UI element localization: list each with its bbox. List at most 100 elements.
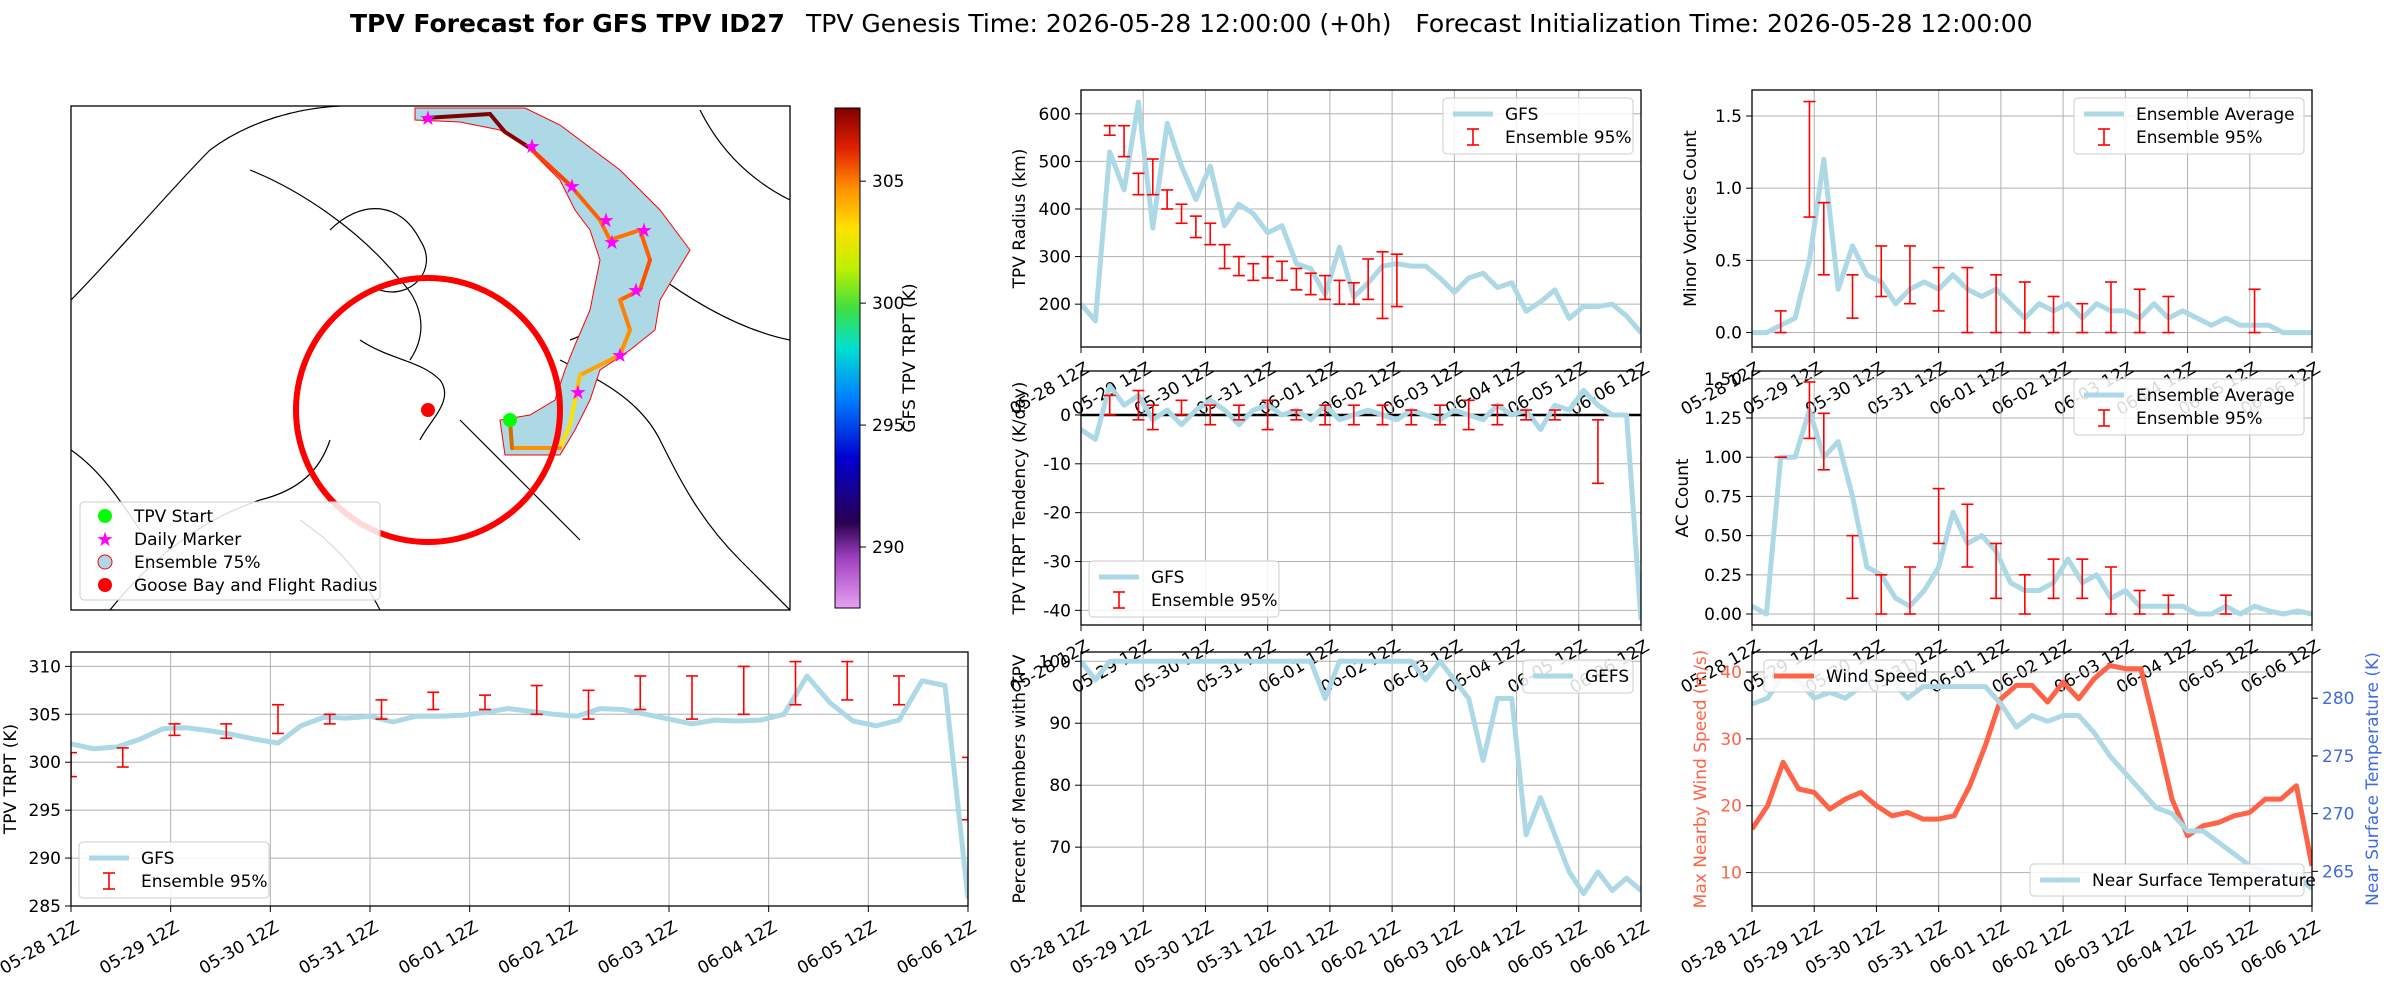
x-tick-label: 05-29 12Z <box>96 917 182 978</box>
y-axis-label: TPV TRPT (K) <box>1 724 21 835</box>
figure-title-rest: TPV Genesis Time: 2026-05-28 12:00:00 (+… <box>805 9 2033 38</box>
y-tick-label: 0.50 <box>1704 527 1742 547</box>
colorbar-tick-label: 295 <box>872 416 904 436</box>
axes-frame <box>1080 370 1642 626</box>
daily-marker-icon: ★ <box>627 278 645 302</box>
series-line <box>1752 662 2312 867</box>
panel-trpt: 05-28 12Z 05-29 12Z 05-30 12Z 05-31 12Z 06-0… <box>0 651 980 979</box>
track-segment <box>638 228 652 262</box>
y-axis-label: Minor Vortices Count <box>1681 130 1701 307</box>
legend-label: Ensemble 95% <box>1151 591 1278 611</box>
legend: Ensemble Average Ensemble 95% <box>2073 378 2305 436</box>
track-segment <box>423 112 492 120</box>
flight-radius-circle <box>293 275 563 545</box>
y-tick-label: 80 <box>1049 776 1071 796</box>
daily-marker-icon: ★ <box>635 218 653 242</box>
legend-frame <box>2073 378 2305 436</box>
series-line <box>1081 658 1641 897</box>
legend-label: Ensemble 95% <box>141 872 268 892</box>
map-frame <box>70 105 791 611</box>
series-line <box>1752 156 2312 336</box>
track-segment <box>618 298 632 332</box>
y-axis-label: TPV Radius (km) <box>1010 149 1030 290</box>
goose-bay-icon <box>98 578 112 592</box>
x-tick-label: 06-04 12Z <box>694 917 780 978</box>
track-segment <box>638 258 652 292</box>
y-tick-label: 0 <box>1060 406 1071 426</box>
y-tick-label: 1.00 <box>1704 448 1742 468</box>
track-segment <box>568 398 577 427</box>
track-segment <box>618 288 642 302</box>
y-tick-label-right: 265 <box>2322 862 2354 882</box>
track-segment <box>578 353 622 377</box>
goose-bay-icon <box>421 403 435 417</box>
coastline <box>71 106 341 301</box>
y-tick-label: 90 <box>1049 714 1071 734</box>
colorbar-tick-label: 305 <box>872 172 904 192</box>
y-tick-label: 1.50 <box>1704 370 1742 390</box>
legend-frame <box>1763 659 1917 693</box>
legend-label: GEFS <box>1585 667 1629 687</box>
y-tick-label: 0.00 <box>1704 605 1742 625</box>
legend: GFS Ensemble 95% <box>1442 97 1634 155</box>
track-segment <box>568 183 602 222</box>
axes-frame <box>1080 89 1642 348</box>
track-segment <box>488 112 507 134</box>
y-tick-label-right: 275 <box>2322 747 2354 767</box>
ensemble-75-area <box>414 107 691 456</box>
daily-marker-icon: ★ <box>603 230 621 254</box>
y-tick-label: -40 <box>1043 601 1071 621</box>
figure-title-bold: TPV Forecast for GFS TPV ID27 <box>350 9 785 38</box>
y-tick-label: -30 <box>1043 553 1071 573</box>
y-tick-label: 100 <box>1039 652 1071 672</box>
legend-label: GFS <box>1151 568 1184 588</box>
y-tick-label: 400 <box>1039 200 1071 220</box>
plot-area <box>1752 381 2312 617</box>
y-axis-label: Max Nearby Wind Speed (m/s) <box>1691 650 1711 909</box>
map-legend: TPV Start ★ Daily Marker Ensemble 75% Goose … <box>79 501 381 601</box>
y-tick-label: 0.75 <box>1704 487 1742 507</box>
colorbar-label: GFS TPV TRPT (K) <box>900 283 920 432</box>
y-axis-label: AC Count <box>1673 458 1693 537</box>
daily-marker-icon: ★ <box>569 380 587 404</box>
coastline <box>359 339 446 441</box>
series-line <box>1752 666 2312 891</box>
coastline <box>249 169 422 361</box>
colorbar-tick-label: 290 <box>872 538 904 558</box>
daily-marker-icon: ★ <box>523 134 541 158</box>
axes-frame <box>1751 89 2313 348</box>
legend: Ensemble Average Ensemble 95% <box>2073 97 2305 155</box>
coastline <box>329 208 427 293</box>
legend-label: Ensemble Average <box>2136 386 2295 406</box>
y-tick-label: -20 <box>1043 504 1071 524</box>
daily-marker-icon: ★ <box>597 208 615 232</box>
y-tick-label: 1.0 <box>1715 179 1742 199</box>
y-tick-label: 0.5 <box>1715 251 1742 271</box>
plot-area <box>1081 658 1641 897</box>
track-segment <box>573 373 582 402</box>
y-tick-label: 295 <box>29 801 61 821</box>
y-tick-label: 40 <box>1720 663 1742 683</box>
y-tick-label: 305 <box>29 705 61 725</box>
y-tick-label: 310 <box>29 657 61 677</box>
legend: Wind Speed <box>1763 659 1927 693</box>
start-icon <box>98 509 112 523</box>
x-tick-label: 06-06 12Z <box>894 917 980 978</box>
ensemble-area-icon <box>97 554 113 570</box>
legend-label: Wind Speed <box>1826 667 1927 687</box>
legend-label: GFS <box>1505 105 1538 125</box>
axes-frame <box>1751 370 2313 626</box>
y-tick-label: 0.0 <box>1715 324 1742 344</box>
y-tick-label: 200 <box>1039 295 1071 315</box>
coastline <box>459 419 581 541</box>
y-tick-label: 290 <box>29 849 61 869</box>
y-tick-label: -10 <box>1043 455 1071 475</box>
x-tick-label: 05-31 12Z <box>296 917 382 978</box>
legend-label: Daily Marker <box>134 530 241 550</box>
y-axis-label-right: Near Surface Temperature (K) <box>2363 652 2383 906</box>
daily-marker-icon: ★ <box>419 106 437 130</box>
plot-area <box>1081 383 1641 621</box>
